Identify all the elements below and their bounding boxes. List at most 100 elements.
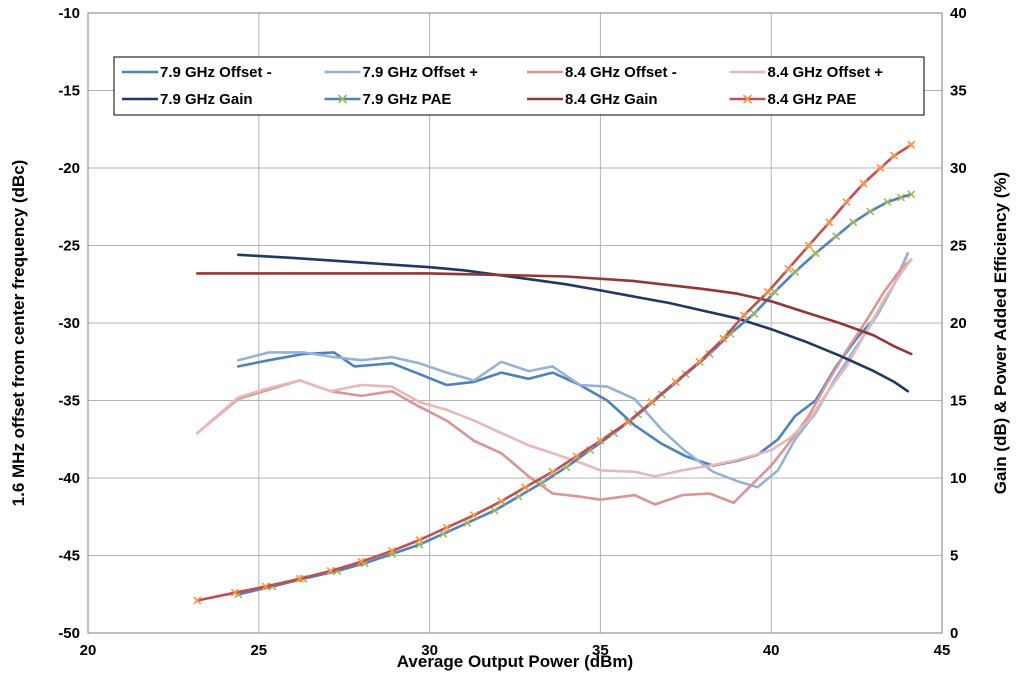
x-tick-label: 20	[80, 642, 97, 659]
series-line-7-9-ghz-offset	[237, 252, 910, 489]
y2-tick-label: 25	[950, 238, 967, 255]
legend-label: 7.9 GHz Offset -	[160, 64, 272, 81]
y2-tick-label: 30	[950, 160, 967, 177]
data-point-8-4-ghz-pae	[326, 566, 335, 576]
right-y-axis-title: Gain (dB) & Power Added Efficiency (%)	[991, 172, 1010, 494]
data-point-8-4-ghz-pae	[497, 497, 506, 506]
series-line-8-4-ghz-gain	[196, 272, 913, 356]
legend-item-8-4-ghz-offset: 8.4 GHz Offset +	[729, 64, 884, 81]
series-line-8-4-ghz-offset	[196, 258, 913, 506]
data-point-7-9-ghz-pae	[832, 232, 841, 241]
data-point-8-4-ghz-pae	[695, 357, 704, 366]
plot-area	[87, 12, 943, 634]
data-point-8-4-ghz-pae	[739, 311, 748, 320]
data-point-8-4-ghz-pae	[442, 523, 451, 532]
y2-tick-label: 35	[950, 83, 967, 100]
data-point-8-4-ghz-pae	[890, 151, 899, 160]
y2-tick-label: 10	[950, 470, 967, 487]
y-tick-label: -50	[58, 625, 80, 642]
data-point-8-4-ghz-pae	[596, 436, 605, 445]
legend-marker	[742, 94, 753, 104]
legend-label: 7.9 GHz Offset +	[363, 64, 479, 81]
left-y-axis-title: 1.6 MHz offset from center frequency (dB…	[9, 160, 28, 507]
data-point-7-9-ghz-pae	[866, 207, 875, 216]
data-point-8-4-ghz-pae	[842, 198, 851, 207]
data-point-8-4-ghz-pae	[295, 574, 304, 583]
x-tick-label: 35	[592, 642, 609, 659]
data-point-7-9-ghz-pae	[791, 267, 800, 276]
series-8-4-ghz-gain	[196, 272, 913, 356]
data-point-8-4-ghz-pae	[876, 163, 885, 173]
y2-tick-label: 0	[950, 625, 958, 642]
data-point-8-4-ghz-pae	[859, 179, 868, 188]
legend: 7.9 GHz Offset - 7.9 GHz Offset + 8.4 GHz …	[113, 56, 925, 116]
y-tick-label: -35	[58, 393, 80, 410]
data-point-8-4-ghz-pae	[469, 511, 479, 520]
x-axis-title: Average Output Power (dBm)	[397, 652, 633, 671]
data-point-8-4-ghz-pae	[647, 397, 656, 407]
y-tick-label: -20	[58, 160, 80, 177]
legend-label: 7.9 GHz Gain	[160, 91, 253, 108]
data-point-8-4-ghz-pae	[387, 546, 397, 555]
series-7-9-ghz-gain	[237, 253, 910, 393]
data-point-7-9-ghz-pae	[490, 506, 499, 515]
data-point-8-4-ghz-pae	[671, 377, 680, 386]
y-tick-label: -10	[58, 5, 80, 22]
x-tick-label: 40	[763, 642, 780, 659]
legend-label: 8.4 GHz Offset -	[565, 64, 677, 81]
y2-tick-label: 15	[950, 393, 967, 410]
data-point-7-9-ghz-pae	[907, 190, 916, 199]
legend-label: 7.9 GHz PAE	[363, 91, 452, 108]
series-line-8-4-ghz-offset	[196, 258, 913, 478]
legend-item-8-4-ghz-pae: 8.4 GHz PAE	[729, 91, 857, 108]
data-point-7-9-ghz-pae	[849, 218, 858, 227]
legend-item-7-9-ghz-gain: 7.9 GHz Gain	[122, 91, 253, 108]
series-line-7-9-ghz-gain	[237, 253, 910, 393]
data-point-8-4-ghz-pae	[763, 287, 772, 297]
series-8-4-ghz-pae	[193, 140, 916, 605]
series-line-7-9-ghz-pae	[237, 193, 913, 596]
data-point-7-9-ghz-pae	[705, 349, 714, 359]
data-point-8-4-ghz-pae	[548, 467, 557, 476]
data-point-8-4-ghz-pae	[784, 264, 793, 273]
y-tick-label: -40	[58, 470, 80, 487]
y2-tick-label: 20	[950, 315, 967, 332]
data-point-8-4-ghz-pae	[521, 483, 530, 492]
data-point-7-9-ghz-pae	[811, 249, 820, 258]
series-lines	[193, 140, 916, 605]
data-point-7-9-ghz-pae	[883, 198, 892, 207]
data-point-7-9-ghz-pae	[770, 287, 779, 297]
data-point-8-4-ghz-pae	[804, 241, 813, 250]
left-axis-tick-labels: -50 -45 -40 -35 -30 -25 -20 -15 -10	[58, 5, 80, 642]
data-point-8-4-ghz-pae	[825, 218, 834, 227]
x-axis-tick-labels: 20 25 30 35 40 45	[80, 642, 951, 659]
data-point-8-4-ghz-pae	[572, 452, 581, 461]
legend-label: 8.4 GHz Gain	[565, 91, 658, 108]
data-point-8-4-ghz-pae	[415, 535, 424, 545]
data-point-8-4-ghz-pae	[719, 334, 728, 343]
y-tick-label: -30	[58, 315, 80, 332]
data-point-7-9-ghz-pae	[896, 193, 906, 202]
data-point-8-4-ghz-pae	[230, 588, 239, 597]
legend-item-7-9-ghz-offset: 7.9 GHz Offset +	[324, 64, 479, 81]
legend-item-8-4-ghz-gain: 8.4 GHz Gain	[527, 91, 658, 108]
x-tick-label: 30	[421, 642, 438, 659]
series-7-9-ghz-offset	[237, 252, 910, 489]
series-8-4-ghz-offset	[196, 258, 913, 506]
series-8-4-ghz-offset	[196, 258, 913, 478]
x-tick-label: 25	[250, 642, 267, 659]
y-tick-label: -25	[58, 238, 80, 255]
data-point-8-4-ghz-pae	[623, 418, 632, 427]
data-point-7-9-ghz-pae	[514, 492, 523, 501]
series-7-9-ghz-pae	[234, 190, 916, 599]
legend-item-8-4-ghz-offset: 8.4 GHz Offset -	[527, 64, 677, 81]
data-point-8-4-ghz-pae	[261, 582, 270, 591]
legend-marker	[337, 94, 348, 104]
x-tick-label: 45	[934, 642, 951, 659]
y-tick-label: -45	[58, 548, 80, 565]
legend-label: 8.4 GHz Offset +	[768, 64, 884, 81]
legend-label: 8.4 GHz PAE	[768, 91, 857, 108]
right-axis-tick-labels: 0 5 10 15 20 25 30 35 40	[950, 5, 967, 642]
y-tick-label: -15	[58, 83, 80, 100]
